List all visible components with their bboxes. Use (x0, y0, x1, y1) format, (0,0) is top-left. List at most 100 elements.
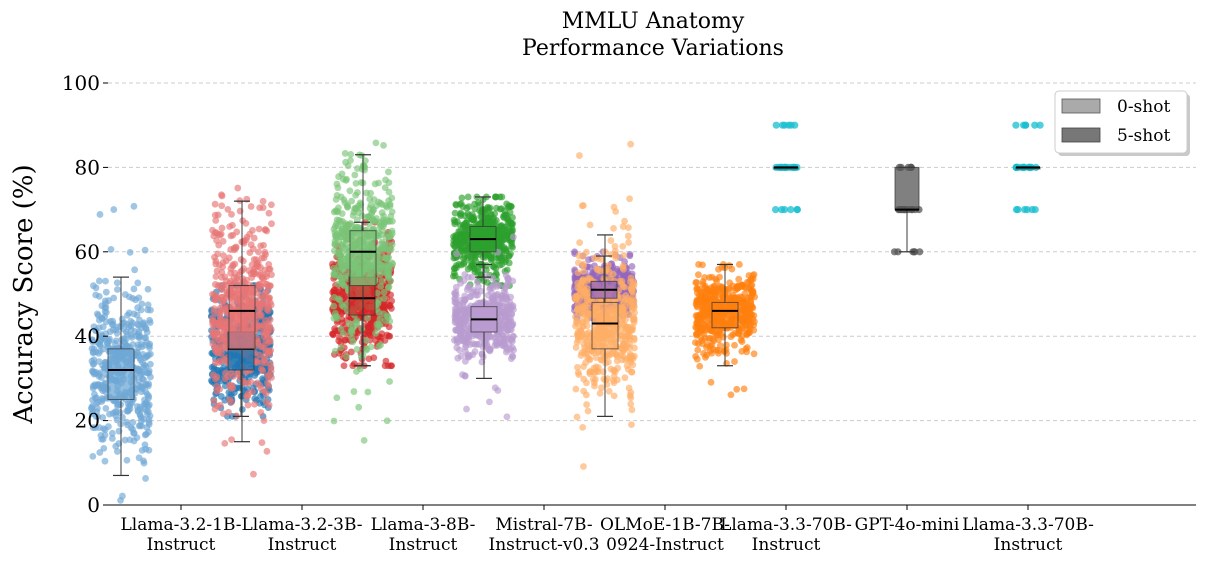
data-point (352, 191, 360, 199)
data-point (890, 248, 899, 256)
data-point (501, 258, 509, 266)
data-point (380, 254, 388, 262)
data-point (378, 277, 386, 285)
data-point (472, 291, 480, 299)
data-point (264, 301, 271, 308)
data-point (695, 320, 702, 327)
data-point (245, 267, 253, 274)
data-point (482, 266, 490, 274)
data-point (210, 331, 218, 339)
data-point (257, 242, 265, 250)
data-point (336, 246, 343, 254)
data-point (92, 326, 99, 334)
data-point (129, 419, 137, 426)
data-point (214, 282, 222, 290)
x-tick-label-line2: Instruct (268, 535, 337, 555)
data-point (575, 371, 583, 378)
data-point (119, 413, 126, 421)
data-point (504, 218, 512, 225)
data-point (743, 296, 750, 304)
data-point (258, 365, 265, 373)
data-point (733, 294, 741, 301)
data-point (246, 249, 254, 256)
data-point (142, 388, 149, 395)
data-point (626, 195, 633, 203)
data-point (611, 247, 619, 255)
data-point (701, 284, 709, 292)
data-point (221, 440, 229, 447)
data-point (247, 203, 255, 210)
data-point (364, 314, 372, 322)
data-point (348, 197, 356, 205)
data-point (471, 255, 479, 262)
data-point (255, 311, 263, 318)
data-point (586, 221, 594, 229)
data-point (213, 267, 221, 275)
data-point (503, 211, 511, 219)
data-point (245, 389, 252, 397)
data-point (722, 346, 730, 354)
data-point (123, 456, 131, 464)
data-point (505, 276, 512, 284)
data-point (385, 179, 393, 187)
data-point (261, 293, 269, 301)
data-point (102, 404, 110, 412)
data-point (228, 436, 235, 444)
data-point (338, 170, 346, 178)
data-point (211, 296, 219, 303)
x-tick-label: GPT-4o-mini (855, 515, 960, 535)
data-point (464, 265, 472, 273)
data-point (211, 200, 219, 208)
data-point (735, 275, 743, 283)
data-point (725, 262, 733, 269)
data-point (574, 269, 582, 277)
data-point (727, 391, 735, 399)
data-point (213, 387, 221, 395)
data-point (345, 320, 353, 327)
data-point (627, 278, 634, 286)
box-iqr (349, 230, 377, 287)
data-point (386, 246, 394, 254)
data-point (377, 222, 385, 230)
data-point (337, 344, 345, 352)
data-point (262, 280, 270, 288)
data-point (376, 321, 384, 329)
data-point (383, 417, 391, 425)
data-point (111, 408, 119, 416)
data-point (141, 361, 148, 369)
data-point (628, 406, 636, 414)
data-point (112, 326, 120, 334)
data-point (703, 351, 710, 359)
data-point (212, 229, 220, 237)
data-point (146, 316, 154, 324)
data-point (629, 361, 637, 369)
data-point (584, 354, 592, 362)
data-point (220, 252, 227, 260)
data-point (219, 330, 226, 338)
data-point (386, 202, 394, 210)
data-point (216, 318, 223, 326)
data-point (507, 355, 515, 363)
data-point (212, 260, 220, 268)
data-point (583, 317, 591, 325)
data-point (619, 262, 627, 270)
data-point (129, 341, 137, 348)
data-point (574, 363, 581, 371)
data-point (772, 121, 780, 129)
data-point (225, 254, 233, 262)
data-point (224, 373, 232, 380)
data-point (462, 343, 469, 351)
data-point (263, 227, 271, 235)
data-point (585, 256, 592, 264)
data-point (229, 231, 237, 239)
data-point (338, 210, 346, 218)
data-point (458, 194, 466, 202)
data-point (504, 203, 512, 211)
data-point (136, 354, 143, 362)
data-point (713, 277, 721, 285)
data-point (617, 331, 625, 339)
y-tick-label: 100 (62, 71, 100, 95)
data-point (467, 293, 475, 301)
data-point (97, 335, 105, 343)
data-point (353, 317, 361, 325)
